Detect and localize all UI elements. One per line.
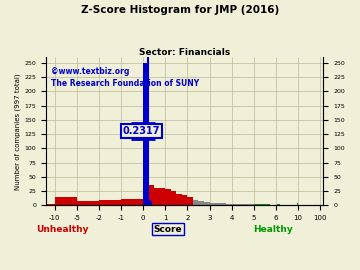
Bar [182, 195, 188, 205]
Bar [210, 202, 215, 205]
Bar [160, 188, 165, 205]
Bar [215, 203, 221, 205]
Text: 0.2317: 0.2317 [123, 126, 161, 136]
Bar [237, 204, 243, 205]
Bar [143, 63, 149, 205]
Bar [198, 201, 204, 205]
Y-axis label: Number of companies (997 total): Number of companies (997 total) [15, 73, 22, 190]
Bar [149, 185, 154, 205]
Bar [254, 204, 259, 205]
Bar [46, 204, 55, 205]
Text: The Research Foundation of SUNY: The Research Foundation of SUNY [51, 79, 199, 88]
Bar [259, 204, 265, 205]
Title: Sector: Financials: Sector: Financials [139, 48, 230, 57]
Bar [165, 190, 171, 205]
Bar [231, 204, 237, 205]
Bar [277, 204, 279, 205]
Text: Unhealthy: Unhealthy [36, 225, 89, 234]
Bar [248, 204, 254, 205]
Bar [176, 194, 182, 205]
Bar [171, 191, 176, 205]
Bar [204, 202, 210, 205]
Bar [77, 201, 99, 205]
Text: Healthy: Healthy [253, 225, 293, 234]
Bar [279, 204, 280, 205]
Text: Z-Score Histogram for JMP (2016): Z-Score Histogram for JMP (2016) [81, 5, 279, 15]
Bar [297, 202, 298, 205]
Bar [55, 197, 77, 205]
Bar [121, 199, 143, 205]
Text: ©www.textbiz.org: ©www.textbiz.org [51, 68, 130, 76]
Bar [154, 188, 160, 205]
Text: Score: Score [154, 225, 182, 234]
Bar [188, 197, 193, 205]
Bar [99, 200, 121, 205]
Bar [265, 204, 270, 205]
Bar [243, 204, 248, 205]
Bar [226, 204, 231, 205]
Bar [221, 203, 226, 205]
Bar [193, 200, 198, 205]
